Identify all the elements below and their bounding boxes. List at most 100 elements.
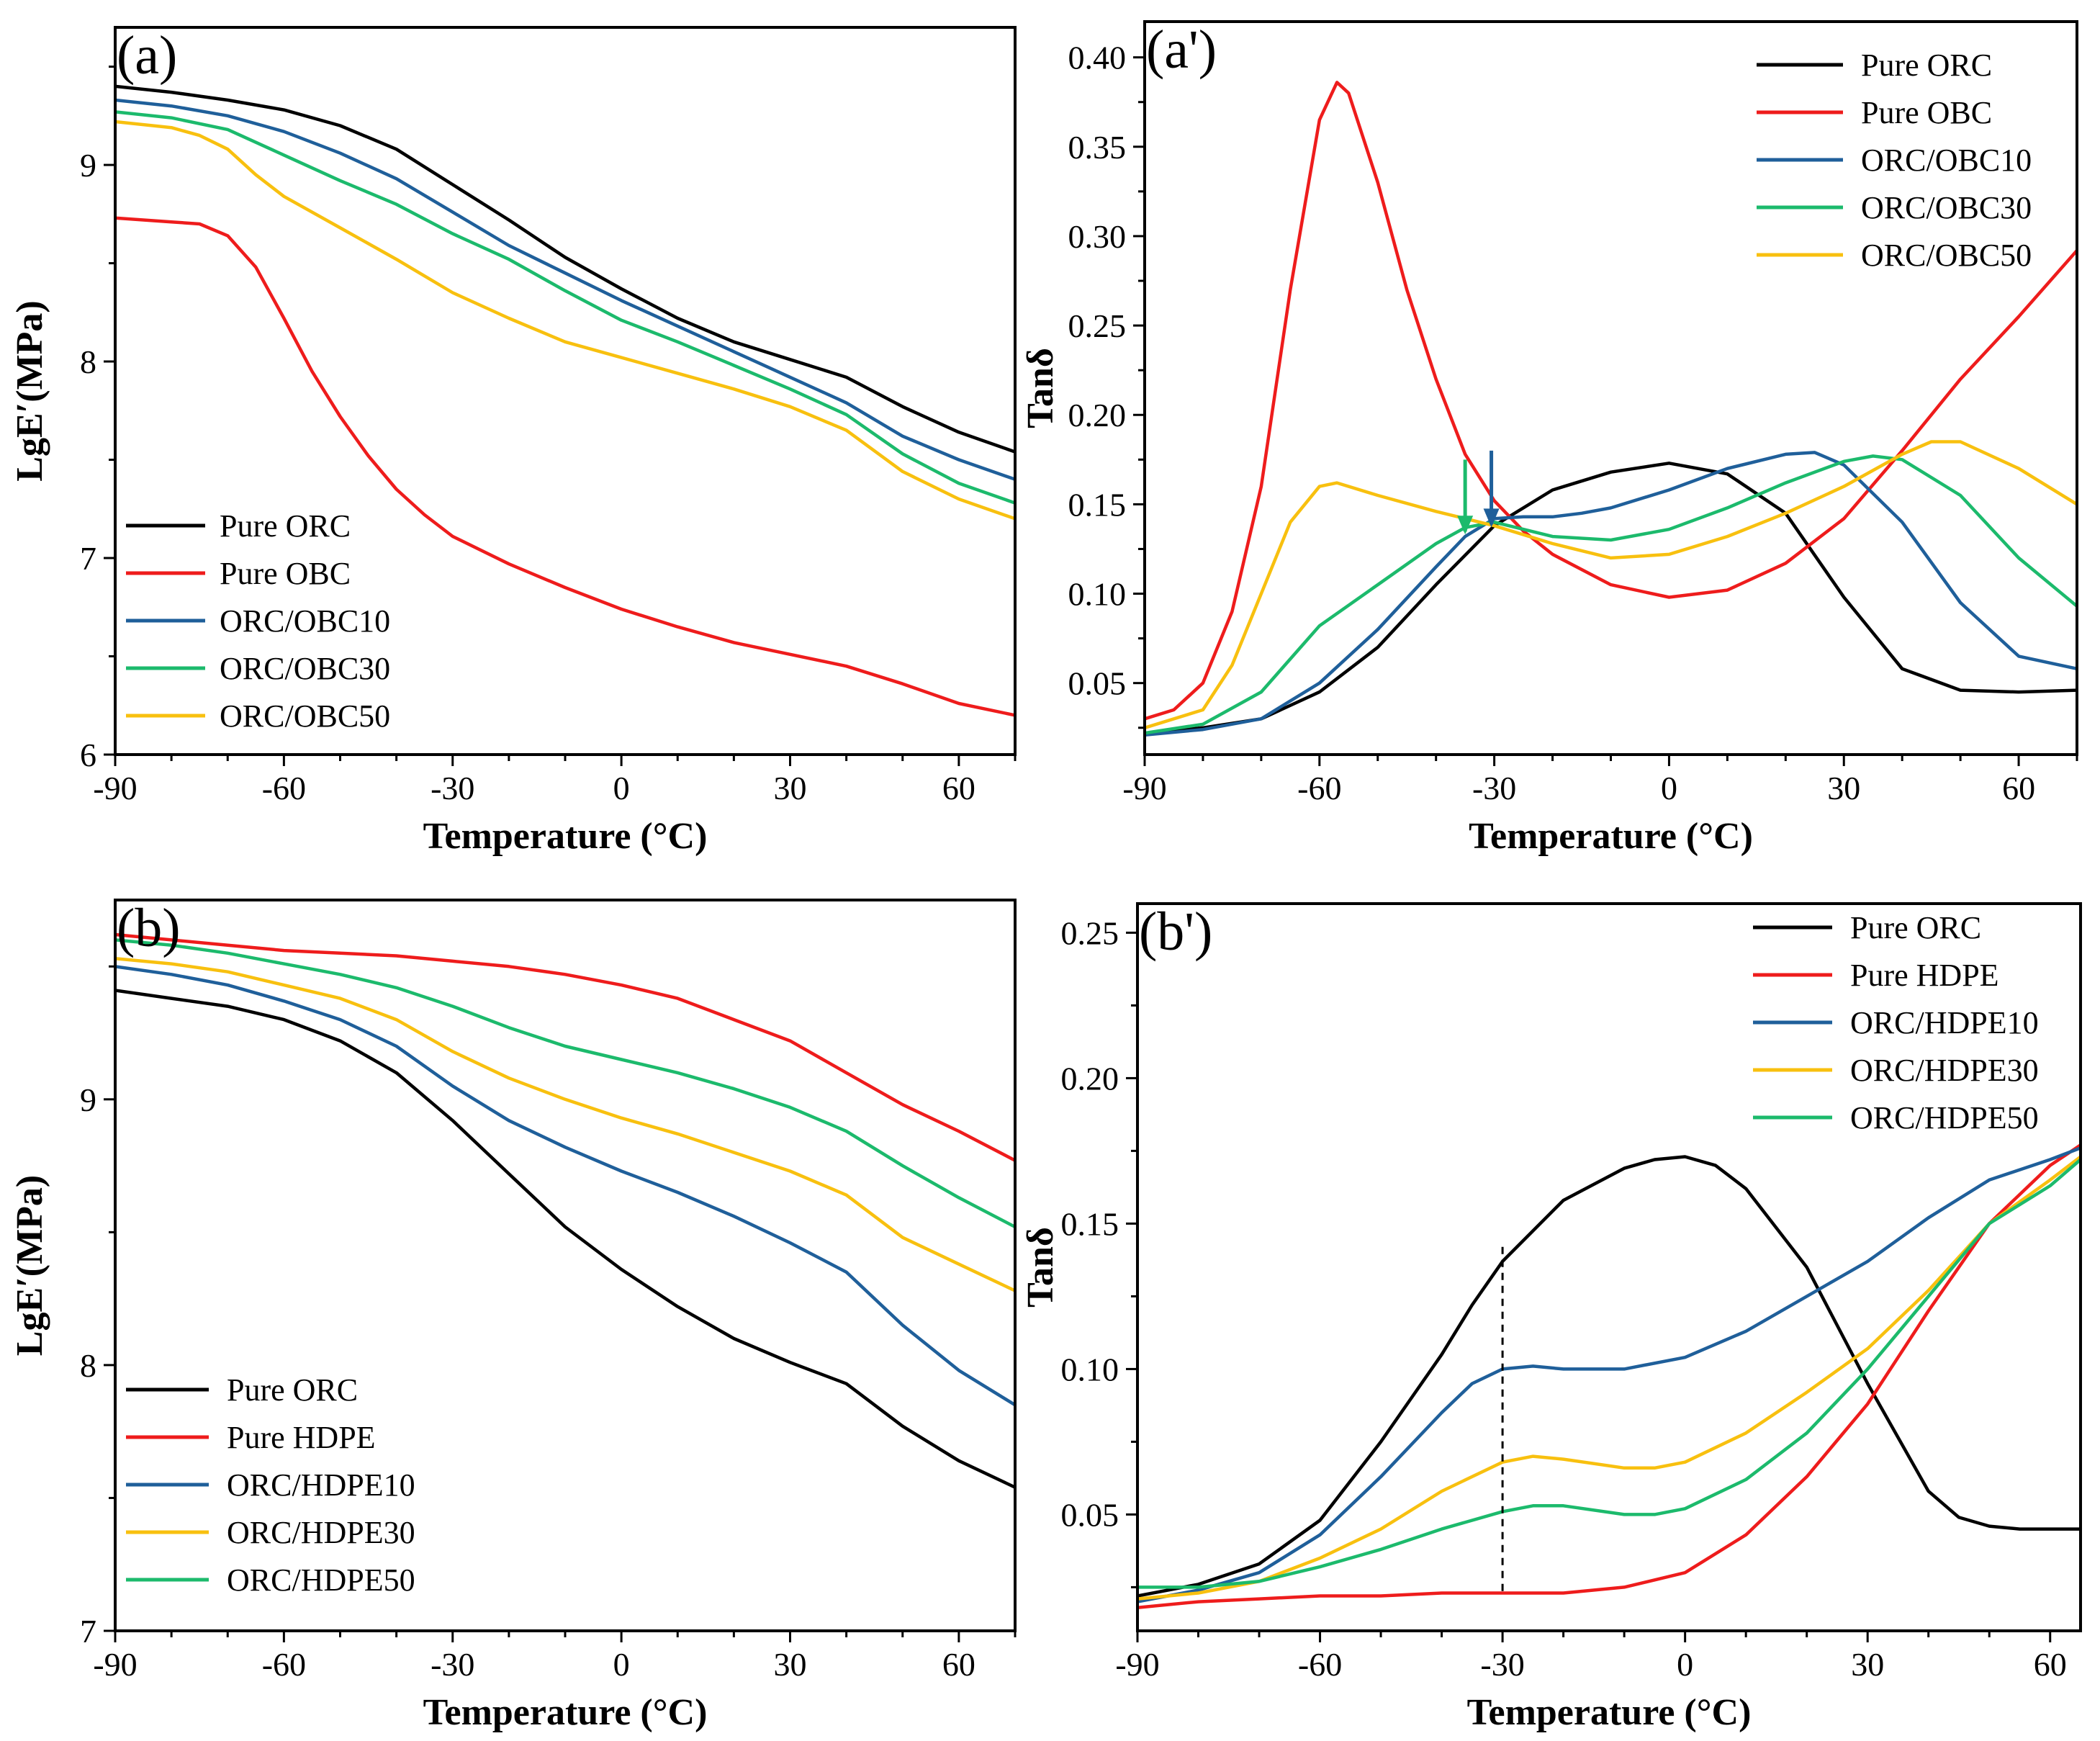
plot-frame-bp bbox=[1136, 902, 2082, 1632]
legend-label: Pure ORC bbox=[1850, 910, 1981, 945]
legend-label: Pure HDPE bbox=[227, 1420, 376, 1455]
annotation-arrow-head-ap-1 bbox=[1483, 508, 1500, 528]
series-line-bp-0 bbox=[1137, 1155, 2081, 1598]
chart-panel-bp: -90 -60 -30 0 30 60 0.05 0.10 0.15 0.20 0.25 Temper… bbox=[1020, 901, 2082, 1733]
y-tick-label: 0.35 bbox=[1068, 129, 1127, 166]
x-tick-label: -90 bbox=[1115, 1646, 1159, 1683]
series-line-a-1 bbox=[115, 216, 1015, 717]
x-tick-label: -60 bbox=[1298, 1646, 1342, 1683]
series-line-a-0 bbox=[115, 84, 1015, 454]
legend-label: ORC/OBC10 bbox=[1861, 143, 2032, 178]
series-line-a-3 bbox=[115, 110, 1015, 505]
x-tick-label: 60 bbox=[942, 1646, 975, 1683]
y-tick-label: 0.05 bbox=[1068, 665, 1127, 702]
x-tick-label: -30 bbox=[1472, 770, 1516, 806]
y-axis-title: Tanδ bbox=[1020, 348, 1061, 428]
y-tick-label: 6 bbox=[80, 737, 96, 773]
y-tick-label: 8 bbox=[80, 1347, 96, 1384]
chart-panel-ap: -90 -60 -30 0 30 60 0.05 0.10 0.15 0.20 0.25 0.30 0.… bbox=[1020, 19, 2078, 857]
y-tick-label: 0.30 bbox=[1068, 218, 1127, 255]
legend-label: ORC/HDPE10 bbox=[1850, 1005, 2039, 1040]
series-line-b-2 bbox=[115, 965, 1015, 1407]
x-tick-label: 30 bbox=[774, 1646, 807, 1683]
y-tick-label: 0.20 bbox=[1068, 397, 1127, 433]
x-tick-label: -60 bbox=[262, 770, 306, 806]
y-tick-label: 8 bbox=[80, 343, 96, 380]
legend-ap: Pure ORC Pure OBC ORC/OBC10 ORC/OBC30 ORC/OB… bbox=[1757, 48, 2032, 273]
y-tick-label: 0.40 bbox=[1068, 40, 1127, 76]
chart-panel-b: -90 -60 -30 0 30 60 7 8 9 Temperature (°C) LgE′(MP… bbox=[9, 898, 1017, 1733]
legend-label: Pure OBC bbox=[220, 556, 351, 591]
series-line-bp-3 bbox=[1137, 1155, 2081, 1601]
x-tick-label: 60 bbox=[2002, 770, 2035, 806]
series-line-ap-4 bbox=[1145, 440, 2077, 730]
legend-label: Pure OBC bbox=[1861, 95, 1992, 130]
y-tick-label: 9 bbox=[80, 147, 96, 184]
legend-label: ORC/OBC50 bbox=[220, 698, 390, 734]
legend-label: ORC/HDPE30 bbox=[227, 1515, 415, 1550]
x-tick-label: -30 bbox=[431, 1646, 474, 1683]
x-tick-label: -30 bbox=[1480, 1646, 1524, 1683]
legend-b: Pure ORC Pure HDPE ORC/HDPE10 ORC/HDPE30 ORC… bbox=[126, 1372, 415, 1598]
legend-label: ORC/OBC30 bbox=[220, 651, 390, 686]
y-axis-title: LgE′(MPa) bbox=[9, 300, 50, 481]
y-tick-label: 0.15 bbox=[1061, 1205, 1119, 1242]
legend-label: ORC/HDPE10 bbox=[227, 1467, 415, 1503]
series-line-bp-1 bbox=[1137, 1143, 2081, 1609]
series-line-a-4 bbox=[115, 120, 1015, 521]
series-line-ap-1 bbox=[1145, 81, 2077, 721]
series-line-bp-2 bbox=[1137, 1146, 2081, 1603]
series-line-b-1 bbox=[115, 932, 1015, 1162]
panel-label: (b') bbox=[1139, 901, 1212, 962]
x-tick-label: 60 bbox=[942, 770, 975, 806]
legend-a: Pure ORC Pure OBC ORC/OBC10 ORC/OBC30 ORC/OB… bbox=[126, 508, 390, 734]
legend-label: ORC/HDPE50 bbox=[1850, 1100, 2039, 1135]
series-line-a-2 bbox=[115, 98, 1015, 482]
series-line-b-3 bbox=[115, 956, 1015, 1292]
plot-frame-ap bbox=[1143, 20, 2078, 756]
legend-label: Pure ORC bbox=[220, 508, 351, 544]
legend-label: Pure HDPE bbox=[1850, 958, 1999, 993]
panel-label: (b) bbox=[117, 898, 181, 958]
x-tick-label: 0 bbox=[1661, 770, 1677, 806]
y-axis-title: LgE′(MPa) bbox=[9, 1175, 50, 1356]
x-tick-label: 30 bbox=[774, 770, 807, 806]
legend-label: Pure ORC bbox=[1861, 48, 1992, 83]
legend-label: ORC/OBC50 bbox=[1861, 238, 2032, 273]
panel-label: (a) bbox=[117, 25, 177, 86]
x-tick-label: -60 bbox=[262, 1646, 306, 1683]
x-axis-title: Temperature (°C) bbox=[1467, 1692, 1752, 1733]
series-line-b-4 bbox=[115, 938, 1015, 1229]
x-tick-label: -90 bbox=[93, 770, 137, 806]
x-tick-label: -30 bbox=[431, 770, 474, 806]
legend-label: ORC/OBC30 bbox=[1861, 190, 2032, 225]
x-tick-label: 60 bbox=[2034, 1646, 2067, 1683]
legend-label: ORC/HDPE30 bbox=[1850, 1053, 2039, 1088]
y-tick-label: 0.15 bbox=[1068, 486, 1127, 523]
y-axis-title: Tanδ bbox=[1020, 1227, 1061, 1308]
x-tick-label: -90 bbox=[1122, 770, 1166, 806]
x-tick-label: 0 bbox=[613, 770, 630, 806]
series-line-ap-3 bbox=[1145, 454, 2077, 735]
chart-panel-a: -90 -60 -30 0 30 60 6 7 8 9 Temperature (°C) LgE′(M… bbox=[9, 25, 1017, 857]
x-axis-title: Temperature (°C) bbox=[1469, 816, 1753, 857]
x-tick-label: 30 bbox=[1827, 770, 1860, 806]
x-tick-label: -90 bbox=[93, 1646, 137, 1683]
legend-label: ORC/OBC10 bbox=[220, 603, 390, 639]
panel-label: (a') bbox=[1146, 19, 1217, 80]
x-tick-label: 0 bbox=[1677, 1646, 1693, 1683]
legend-bp: Pure ORC Pure HDPE ORC/HDPE10 ORC/HDPE30 ORC… bbox=[1753, 910, 2039, 1135]
legend-label: ORC/HDPE50 bbox=[227, 1562, 415, 1598]
y-tick-label: 0.25 bbox=[1068, 307, 1127, 344]
y-tick-label: 9 bbox=[80, 1081, 96, 1118]
series-line-ap-0 bbox=[1145, 462, 2077, 735]
series-line-b-0 bbox=[115, 989, 1015, 1489]
series-line-bp-4 bbox=[1137, 1158, 2081, 1589]
y-tick-label: 7 bbox=[80, 540, 96, 577]
x-axis-title: Temperature (°C) bbox=[423, 816, 708, 857]
y-tick-label: 7 bbox=[80, 1613, 96, 1650]
plot-frame-a bbox=[114, 26, 1017, 756]
series-line-ap-2 bbox=[1145, 451, 2077, 737]
x-tick-label: -60 bbox=[1297, 770, 1341, 806]
